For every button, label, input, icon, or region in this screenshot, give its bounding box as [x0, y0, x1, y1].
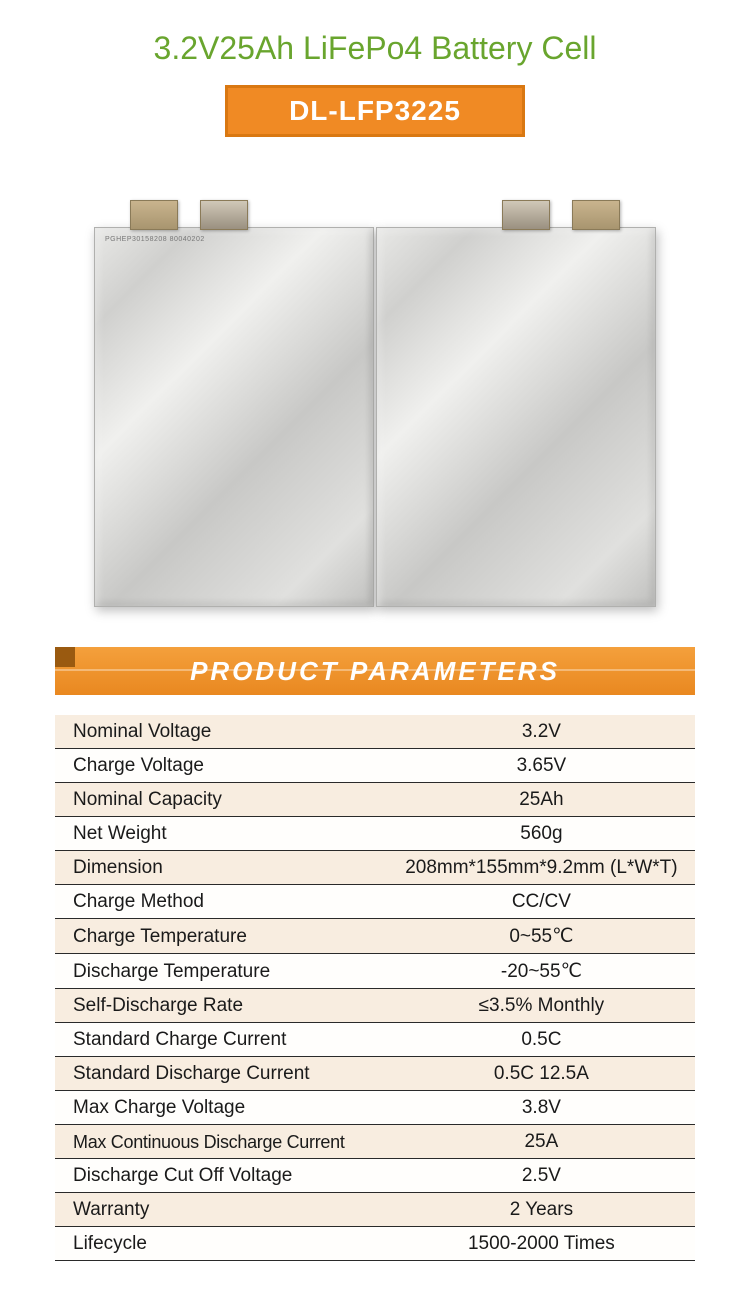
- param-value: 0.5C: [388, 1023, 695, 1057]
- param-label: Charge Method: [55, 885, 388, 919]
- table-row: Max Charge Voltage3.8V: [55, 1091, 695, 1125]
- terminal-tab: [502, 200, 550, 230]
- param-value: 25A: [388, 1125, 695, 1159]
- param-value: 25Ah: [388, 783, 695, 817]
- product-photo: PGHEP30158208 80040202: [85, 177, 665, 607]
- table-row: Standard Charge Current0.5C: [55, 1023, 695, 1057]
- param-value: 2 Years: [388, 1193, 695, 1227]
- model-badge: DL-LFP3225: [225, 85, 525, 137]
- param-label: Max Charge Voltage: [55, 1091, 388, 1125]
- param-value: 208mm*155mm*9.2mm (L*W*T): [388, 851, 695, 885]
- param-label: Lifecycle: [55, 1227, 388, 1261]
- param-label: Warranty: [55, 1193, 388, 1227]
- table-row: Lifecycle1500-2000 Times: [55, 1227, 695, 1261]
- table-row: Dimension208mm*155mm*9.2mm (L*W*T): [55, 851, 695, 885]
- param-value: 0.5C 12.5A: [388, 1057, 695, 1091]
- param-value: 1500-2000 Times: [388, 1227, 695, 1261]
- table-row: Discharge Cut Off Voltage2.5V: [55, 1159, 695, 1193]
- param-label: Standard Charge Current: [55, 1023, 388, 1057]
- battery-cell-left: PGHEP30158208 80040202: [94, 227, 374, 607]
- cell-marking: PGHEP30158208 80040202: [105, 236, 205, 243]
- table-row: Warranty2 Years: [55, 1193, 695, 1227]
- param-label: Standard Discharge Current: [55, 1057, 388, 1091]
- terminal-tab: [200, 200, 248, 230]
- param-label: Dimension: [55, 851, 388, 885]
- table-row: Discharge Temperature-20~55℃: [55, 954, 695, 989]
- terminal-tab: [130, 200, 178, 230]
- param-label: Self-Discharge Rate: [55, 989, 388, 1023]
- param-label: Charge Voltage: [55, 749, 388, 783]
- param-label: Discharge Temperature: [55, 954, 388, 989]
- battery-cell-right: [376, 227, 656, 607]
- param-label: Nominal Voltage: [55, 715, 388, 749]
- param-value: 3.8V: [388, 1091, 695, 1125]
- param-value: 3.2V: [388, 715, 695, 749]
- param-value: 3.65V: [388, 749, 695, 783]
- table-row: Charge MethodCC/CV: [55, 885, 695, 919]
- param-label: Charge Temperature: [55, 919, 388, 954]
- param-value: 0~55℃: [388, 919, 695, 954]
- table-row: Charge Temperature0~55℃: [55, 919, 695, 954]
- table-row: Nominal Capacity25Ah: [55, 783, 695, 817]
- table-row: Max Continuous Discharge Current25A: [55, 1125, 695, 1159]
- table-row: Nominal Voltage3.2V: [55, 715, 695, 749]
- table-row: Self-Discharge Rate≤3.5% Monthly: [55, 989, 695, 1023]
- param-value: -20~55℃: [388, 954, 695, 989]
- param-value: 2.5V: [388, 1159, 695, 1193]
- table-row: Standard Discharge Current0.5C 12.5A: [55, 1057, 695, 1091]
- param-label: Nominal Capacity: [55, 783, 388, 817]
- section-header-parameters: PRODUCT PARAMETERS: [55, 647, 695, 695]
- terminal-tab: [572, 200, 620, 230]
- param-label: Discharge Cut Off Voltage: [55, 1159, 388, 1193]
- param-value: ≤3.5% Monthly: [388, 989, 695, 1023]
- table-row: Charge Voltage3.65V: [55, 749, 695, 783]
- param-label: Net Weight: [55, 817, 388, 851]
- parameters-table: Nominal Voltage3.2VCharge Voltage3.65VNo…: [55, 715, 695, 1261]
- param-label: Max Continuous Discharge Current: [55, 1125, 388, 1159]
- page-title: 3.2V25Ah LiFePo4 Battery Cell: [0, 0, 750, 85]
- param-value: CC/CV: [388, 885, 695, 919]
- param-value: 560g: [388, 817, 695, 851]
- table-row: Net Weight560g: [55, 817, 695, 851]
